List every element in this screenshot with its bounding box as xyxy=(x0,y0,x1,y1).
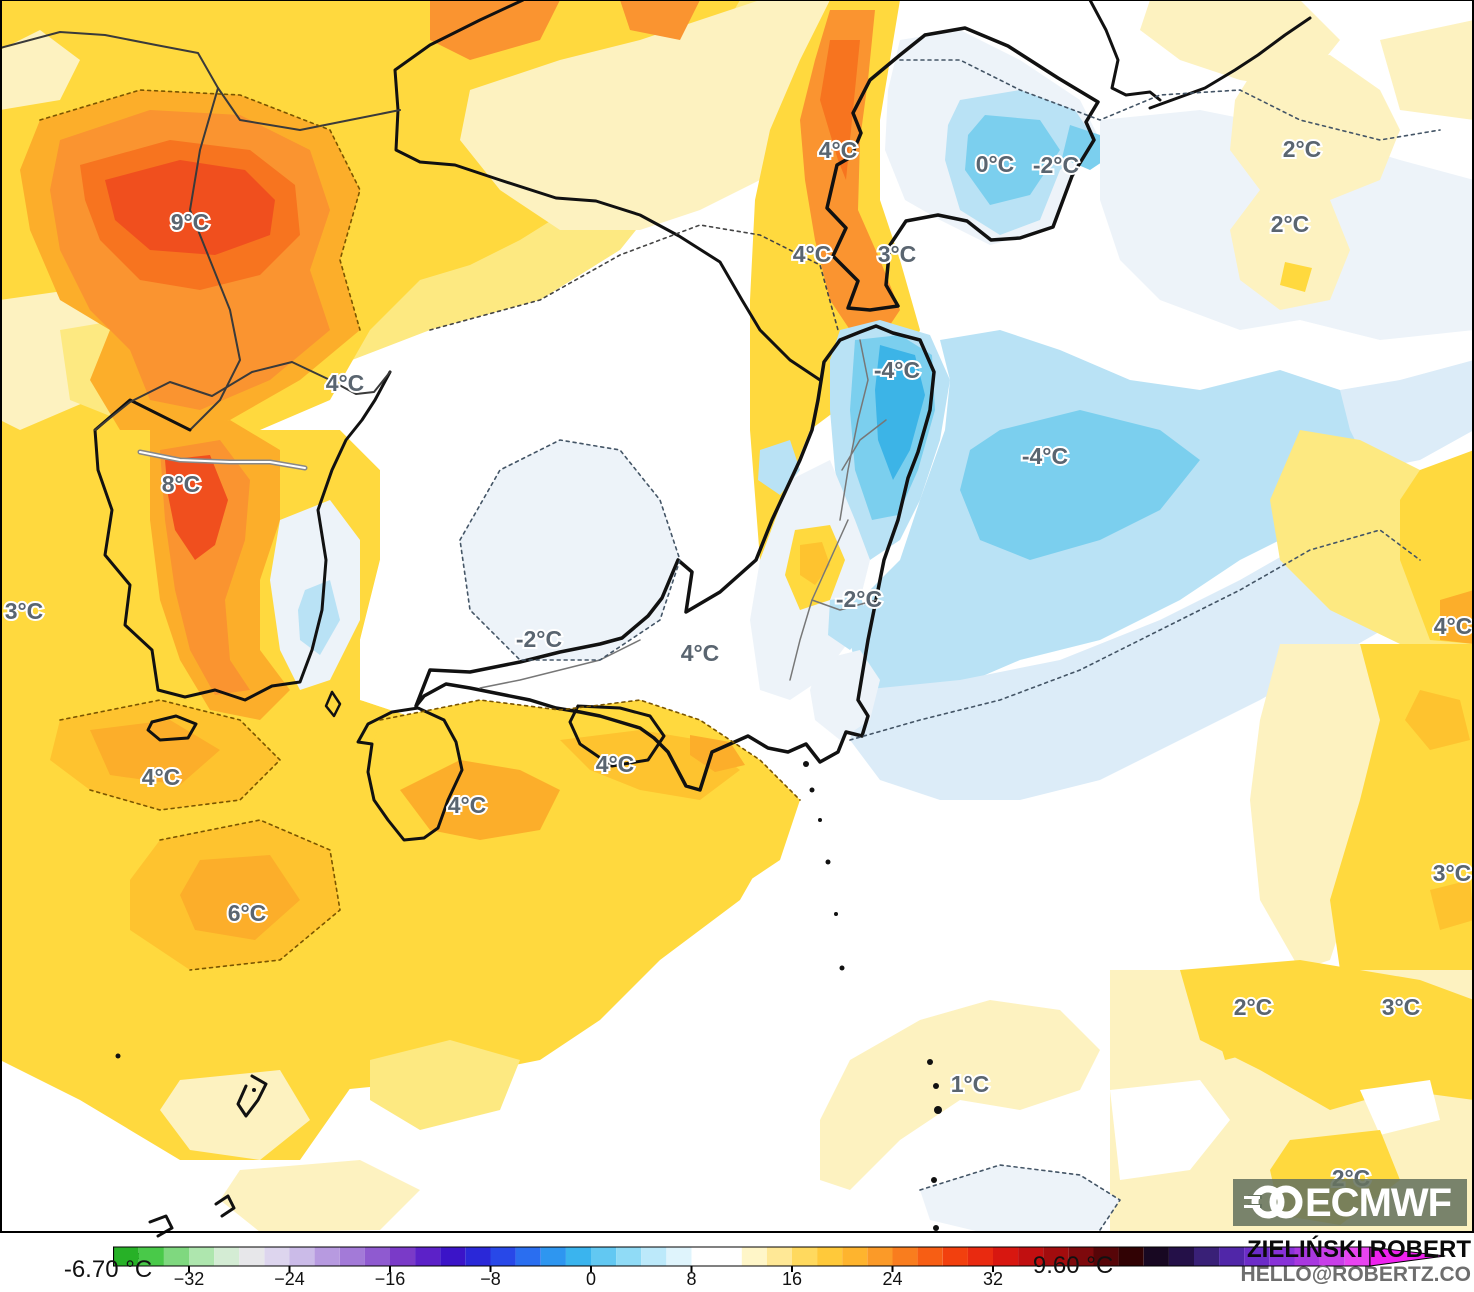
svg-text:16: 16 xyxy=(782,1269,802,1287)
svg-text:2°C: 2°C xyxy=(1283,136,1322,162)
svg-text:2°C: 2°C xyxy=(1271,211,1310,237)
svg-text:3°C: 3°C xyxy=(1382,994,1421,1020)
svg-text:0: 0 xyxy=(586,1269,596,1287)
svg-text:24: 24 xyxy=(882,1269,902,1287)
svg-text:-2°C: -2°C xyxy=(836,586,882,612)
svg-text:8°C: 8°C xyxy=(162,471,201,497)
svg-text:-6.70 °C: -6.70 °C xyxy=(64,1256,152,1283)
svg-text:2°C: 2°C xyxy=(1234,994,1273,1020)
svg-text:−8: −8 xyxy=(480,1269,501,1287)
svg-text:HELLO@ROBERTZ.CO: HELLO@ROBERTZ.CO xyxy=(1241,1263,1471,1286)
svg-text:-2°C: -2°C xyxy=(516,626,562,652)
svg-text:9.60 °C: 9.60 °C xyxy=(1033,1252,1113,1279)
svg-text:-4°C: -4°C xyxy=(1022,443,1068,469)
svg-text:4°C: 4°C xyxy=(1434,613,1473,639)
svg-text:−24: −24 xyxy=(274,1269,305,1287)
svg-text:8: 8 xyxy=(686,1269,696,1287)
svg-text:4°C: 4°C xyxy=(681,640,720,666)
svg-text:−32: −32 xyxy=(174,1269,205,1287)
svg-text:0°C: 0°C xyxy=(976,151,1015,177)
svg-text:4°C: 4°C xyxy=(793,241,832,267)
svg-text:−16: −16 xyxy=(375,1269,406,1287)
svg-text:-4°C: -4°C xyxy=(874,357,920,383)
svg-text:3°C: 3°C xyxy=(878,241,917,267)
svg-text:4°C: 4°C xyxy=(142,764,181,790)
svg-text:3°C: 3°C xyxy=(1433,860,1472,886)
svg-text:ZIELIŃSKI ROBERT: ZIELIŃSKI ROBERT xyxy=(1247,1235,1471,1263)
svg-text:9°C: 9°C xyxy=(171,209,210,235)
svg-text:3°C: 3°C xyxy=(5,598,44,624)
svg-text:4°C: 4°C xyxy=(326,370,365,396)
svg-text:4°C: 4°C xyxy=(448,792,487,818)
svg-text:4°C: 4°C xyxy=(819,137,858,163)
svg-text:ECMWF: ECMWF xyxy=(1305,1181,1451,1225)
svg-text:-2°C: -2°C xyxy=(1033,152,1079,178)
svg-text:6°C: 6°C xyxy=(228,900,267,926)
svg-text:1°C: 1°C xyxy=(951,1071,990,1097)
svg-text:32: 32 xyxy=(983,1269,1003,1287)
svg-text:4°C: 4°C xyxy=(596,751,635,777)
